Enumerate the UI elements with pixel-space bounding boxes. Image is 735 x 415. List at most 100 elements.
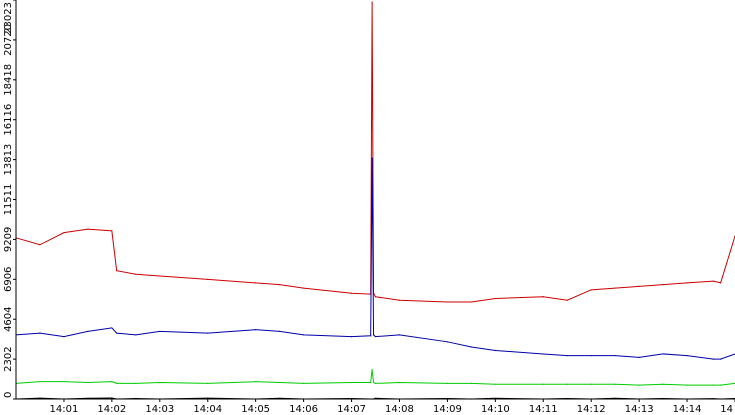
data-point: [374, 296, 377, 298]
data-point: [566, 383, 568, 385]
series-1: [15, 157, 735, 360]
x-tick-label: 14:07: [337, 404, 366, 415]
series-layer: [15, 1, 735, 400]
x-tick-label: 14: [720, 404, 733, 415]
data-point: [135, 382, 137, 384]
series-line-1: [15, 158, 735, 360]
data-point: [372, 334, 375, 336]
data-point: [662, 284, 664, 286]
x-tick-label: 14:12: [577, 404, 606, 415]
x-tick-label: 14:02: [97, 404, 126, 415]
data-point: [542, 296, 544, 298]
y-tick-label: 2302: [3, 346, 14, 371]
data-point: [350, 292, 353, 294]
data-point: [159, 330, 161, 333]
x-tick-label: 14:10: [481, 404, 510, 415]
data-point: [712, 280, 715, 282]
series-2: [15, 368, 735, 386]
data-point: [370, 335, 372, 337]
data-point: [63, 336, 65, 338]
data-point: [255, 329, 257, 331]
y-tick-label: 13813: [3, 144, 14, 176]
data-point: [470, 301, 472, 303]
data-point: [470, 382, 472, 384]
x-tick-label: 14:14: [673, 404, 702, 415]
data-point: [111, 230, 113, 232]
data-point: [370, 381, 372, 384]
data-point: [662, 353, 664, 355]
data-point: [303, 334, 305, 336]
x-tick-label: 14:01: [50, 404, 79, 415]
x-tick-label: 14:11: [529, 404, 558, 415]
y-tick-label: 20720: [3, 24, 14, 56]
y-tick-label: 6906: [3, 267, 14, 292]
x-tick-label: 14:04: [193, 404, 222, 415]
x-tick-label: 14:06: [289, 404, 318, 415]
data-point: [372, 381, 375, 384]
data-point: [374, 382, 377, 384]
data-point: [87, 381, 89, 384]
data-point: [542, 383, 544, 385]
data-point: [720, 358, 722, 360]
data-point: [207, 382, 209, 384]
data-point: [159, 381, 161, 384]
data-point: [398, 334, 401, 336]
data-point: [712, 384, 715, 386]
data-point: [63, 232, 65, 234]
data-point: [39, 332, 41, 334]
data-point: [662, 383, 664, 385]
data-point: [207, 278, 209, 281]
data-point: [135, 273, 137, 275]
data-point: [116, 332, 118, 334]
data-point: [111, 327, 113, 329]
data-point: [207, 332, 209, 334]
y-tick-label: 18418: [3, 64, 14, 96]
data-point: [39, 397, 41, 399]
data-point: [494, 297, 496, 300]
x-tick-label: 14:03: [145, 404, 174, 415]
y-tick-label: 23023: [3, 2, 14, 34]
data-point: [207, 397, 209, 399]
data-point: [255, 381, 257, 383]
data-point: [116, 382, 118, 384]
data-point: [614, 355, 616, 357]
data-point: [494, 383, 496, 385]
data-point: [566, 355, 568, 357]
x-ticks-layer: 14:01 14:02 14:03 14:04 14:05 14:06 14:07 14:08…: [50, 399, 735, 415]
data-point: [39, 244, 41, 246]
data-point: [446, 301, 448, 303]
data-point: [255, 282, 257, 284]
data-point: [590, 383, 592, 385]
data-point: [371, 368, 373, 371]
data-point: [446, 341, 448, 343]
data-point: [566, 299, 568, 301]
data-point: [686, 282, 688, 284]
data-point: [63, 381, 65, 383]
data-point: [686, 355, 688, 357]
y-tick-label: 9209: [3, 227, 14, 252]
data-point: [712, 358, 715, 360]
x-tick-label: 14:09: [433, 404, 462, 415]
data-point: [116, 270, 118, 272]
data-point: [638, 285, 640, 287]
data-point: [350, 336, 353, 338]
data-point: [638, 356, 640, 359]
data-point: [614, 287, 616, 289]
data-point: [720, 384, 722, 386]
data-point: [446, 382, 448, 384]
y-tick-label: 11511: [3, 184, 14, 216]
data-point: [398, 299, 401, 301]
data-point: [614, 383, 616, 385]
data-point: [39, 381, 41, 383]
axes-layer: [15, 0, 735, 400]
data-point: [135, 334, 137, 336]
x-tick-label: 14:13: [625, 404, 654, 415]
data-point: [87, 330, 89, 333]
data-point: [159, 275, 161, 277]
data-point: [590, 355, 592, 357]
data-point: [371, 157, 373, 159]
data-point: [494, 349, 496, 352]
data-point: [350, 381, 353, 384]
data-point: [470, 346, 472, 348]
